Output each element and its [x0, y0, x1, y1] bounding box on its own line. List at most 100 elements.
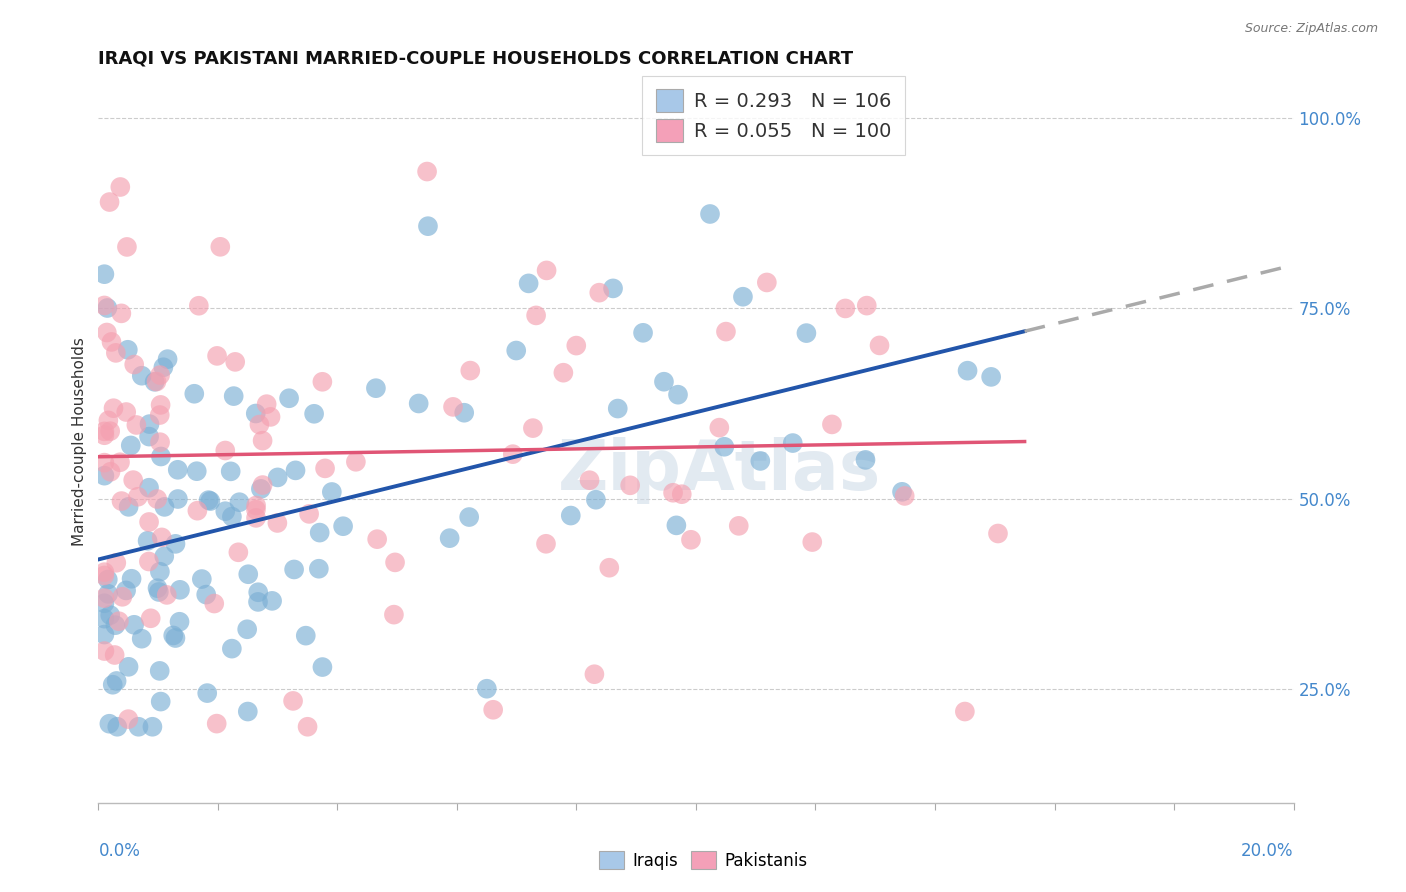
Point [98, 194, 121, 209]
Point [153, 500, 176, 514]
Point [150, 530, 173, 544]
Point [93, 267, 115, 281]
Point [195, 588, 218, 602]
Point [583, 667, 606, 681]
Point [536, 263, 558, 277]
Point [122, 358, 145, 372]
Point [191, 572, 214, 586]
Point [93, 428, 115, 442]
Point [146, 491, 169, 506]
Point [195, 686, 218, 700]
Text: 0.0%: 0.0% [98, 842, 141, 860]
Point [93, 612, 115, 626]
Point [93, 425, 115, 439]
Point [713, 440, 735, 454]
Point [458, 510, 481, 524]
Text: 20.0%: 20.0% [1241, 842, 1294, 860]
Point [565, 338, 588, 352]
Point [166, 463, 188, 477]
Point [416, 164, 439, 178]
Point [502, 447, 524, 461]
Point [100, 465, 122, 479]
Point [169, 582, 191, 597]
Point [308, 525, 330, 540]
Point [200, 494, 222, 508]
Point [311, 375, 333, 389]
Point [169, 615, 191, 629]
Point [665, 518, 688, 533]
Point [749, 454, 772, 468]
Point [953, 705, 976, 719]
Point [262, 594, 284, 608]
Text: IRAQI VS PAKISTANI MARRIED-COUPLE HOUSEHOLDS CORRELATION CHART: IRAQI VS PAKISTANI MARRIED-COUPLE HOUSEH… [98, 50, 853, 68]
Point [228, 545, 250, 559]
Point [108, 614, 131, 628]
Point [238, 567, 260, 582]
Point [121, 572, 143, 586]
Point [104, 648, 127, 662]
Point [138, 429, 160, 443]
Point [221, 641, 243, 656]
Point [284, 463, 307, 477]
Point [96, 326, 118, 340]
Point [117, 712, 139, 726]
Point [294, 629, 316, 643]
Point [250, 482, 273, 496]
Point [956, 364, 979, 378]
Point [522, 421, 544, 435]
Point [125, 417, 148, 432]
Point [104, 346, 127, 360]
Point [364, 381, 387, 395]
Point [222, 389, 245, 403]
Point [652, 375, 675, 389]
Point [197, 493, 219, 508]
Point [727, 519, 749, 533]
Point [308, 562, 330, 576]
Point [110, 180, 132, 194]
Point [138, 417, 160, 431]
Point [105, 556, 128, 570]
Point [97, 413, 120, 427]
Point [103, 401, 125, 416]
Point [266, 470, 288, 484]
Text: Source: ZipAtlas.com: Source: ZipAtlas.com [1244, 22, 1378, 36]
Point [98, 716, 121, 731]
Point [869, 338, 891, 352]
Point [108, 455, 131, 469]
Point [631, 326, 654, 340]
Point [278, 391, 301, 405]
Point [298, 507, 321, 521]
Point [214, 504, 236, 518]
Point [209, 240, 232, 254]
Point [344, 455, 367, 469]
Point [105, 720, 128, 734]
Point [482, 703, 505, 717]
Point [186, 504, 208, 518]
Point [524, 309, 547, 323]
Point [111, 590, 134, 604]
Point [332, 519, 354, 533]
Point [266, 516, 288, 530]
Point [153, 549, 176, 564]
Point [146, 581, 169, 595]
Point [219, 464, 242, 478]
Point [714, 325, 737, 339]
Point [183, 386, 205, 401]
Point [252, 434, 274, 448]
Point [120, 438, 142, 452]
Point [224, 355, 246, 369]
Point [505, 343, 527, 358]
Point [186, 464, 208, 478]
Point [249, 417, 271, 432]
Point [117, 500, 139, 514]
Point [247, 585, 270, 599]
Point [245, 502, 267, 516]
Point [801, 535, 824, 549]
Point [834, 301, 856, 316]
Point [122, 473, 145, 487]
Point [662, 485, 685, 500]
Point [245, 407, 267, 421]
Point [141, 720, 163, 734]
Point [93, 627, 115, 641]
Point [110, 306, 132, 320]
